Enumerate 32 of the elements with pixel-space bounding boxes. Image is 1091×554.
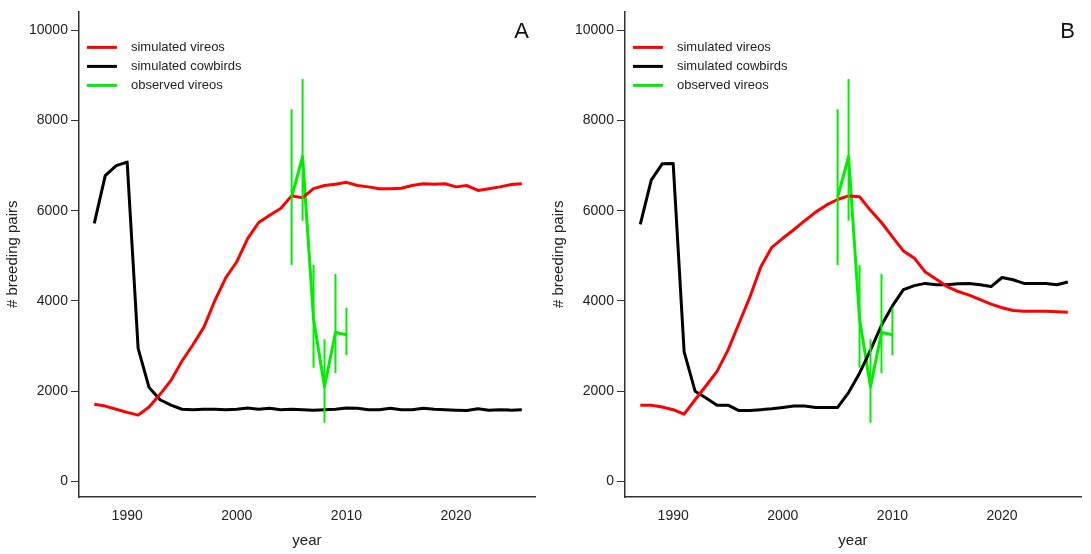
y-axis-title: # breeding pairs xyxy=(3,200,21,309)
x-tick-label: 2020 xyxy=(440,507,472,524)
y-tick-label: 0 xyxy=(606,472,615,489)
x-axis-title: year xyxy=(292,531,322,549)
y-axis-title: # breeding pairs xyxy=(549,200,567,309)
legend-label: simulated vireos xyxy=(676,38,772,54)
y-tick-label: 8000 xyxy=(36,111,69,128)
x-tick-label: 2000 xyxy=(767,507,799,524)
x-tick-label: 2020 xyxy=(986,507,1018,524)
y-tick-label: 0 xyxy=(60,472,69,489)
y-tick-label: 2000 xyxy=(36,382,69,399)
x-tick-label: 1990 xyxy=(111,507,143,524)
y-tick-label: 6000 xyxy=(36,201,69,218)
legend-label: observed vireos xyxy=(676,76,770,92)
annotation: A xyxy=(514,18,530,44)
x-tick-label: 2000 xyxy=(221,507,253,524)
y-tick-label: 10000 xyxy=(28,21,69,38)
x-tick-label: 2010 xyxy=(876,507,909,524)
x-tick-label: 1990 xyxy=(657,507,689,524)
x-tick-label: 2010 xyxy=(330,507,363,524)
y-tick-label: 2000 xyxy=(582,382,615,399)
y-tick-label: 6000 xyxy=(582,201,615,218)
legend-label: simulated cowbirds xyxy=(130,57,242,73)
annotation: B xyxy=(1060,18,1075,44)
legend-label: simulated vireos xyxy=(130,38,226,54)
y-tick-label: 8000 xyxy=(582,111,615,128)
legend-label: observed vireos xyxy=(130,76,224,92)
y-tick-label: 4000 xyxy=(36,291,69,308)
x-axis-title: year xyxy=(838,531,868,549)
y-tick-label: 10000 xyxy=(574,21,615,38)
legend-label: simulated cowbirds xyxy=(676,57,788,73)
y-tick-label: 4000 xyxy=(582,291,615,308)
